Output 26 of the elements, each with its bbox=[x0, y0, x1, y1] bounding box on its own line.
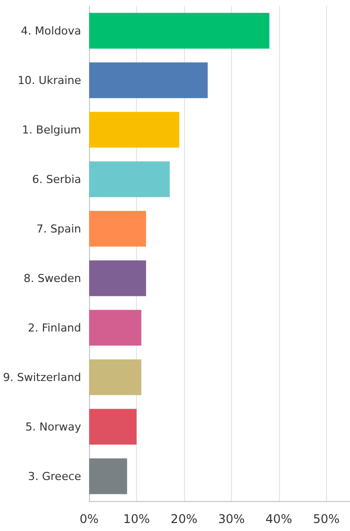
y-tick-label: 9. Switzerland bbox=[3, 370, 82, 384]
y-tick-label: 8. Sweden bbox=[24, 272, 82, 285]
bar bbox=[89, 458, 128, 494]
y-tick-label: 2. Finland bbox=[28, 321, 82, 334]
bar bbox=[89, 161, 170, 198]
x-tick-label: 30% bbox=[218, 512, 245, 526]
bar bbox=[89, 112, 180, 148]
y-tick-label: 5. Norway bbox=[25, 420, 82, 434]
bar bbox=[89, 210, 146, 247]
x-tick-label: 10% bbox=[123, 512, 150, 526]
x-tick-label: 40% bbox=[266, 512, 292, 526]
x-tick-label: 50% bbox=[312, 512, 340, 526]
y-tick-label: 6. Serbia bbox=[32, 172, 82, 186]
y-tick-label: 7. Spain bbox=[36, 222, 82, 236]
y-tick-label: 1. Belgium bbox=[22, 123, 82, 136]
bar bbox=[89, 260, 146, 296]
bar bbox=[89, 359, 142, 396]
bar bbox=[89, 310, 142, 346]
bar bbox=[89, 62, 208, 98]
x-tick-label: 20% bbox=[170, 512, 198, 526]
bar bbox=[89, 12, 270, 49]
bar bbox=[89, 408, 137, 445]
x-tick-label: 0% bbox=[80, 512, 99, 526]
y-tick-label: 4. Moldova bbox=[20, 24, 82, 38]
y-tick-label: 10. Ukraine bbox=[18, 74, 82, 87]
y-tick-label: 3. Greece bbox=[28, 470, 82, 483]
